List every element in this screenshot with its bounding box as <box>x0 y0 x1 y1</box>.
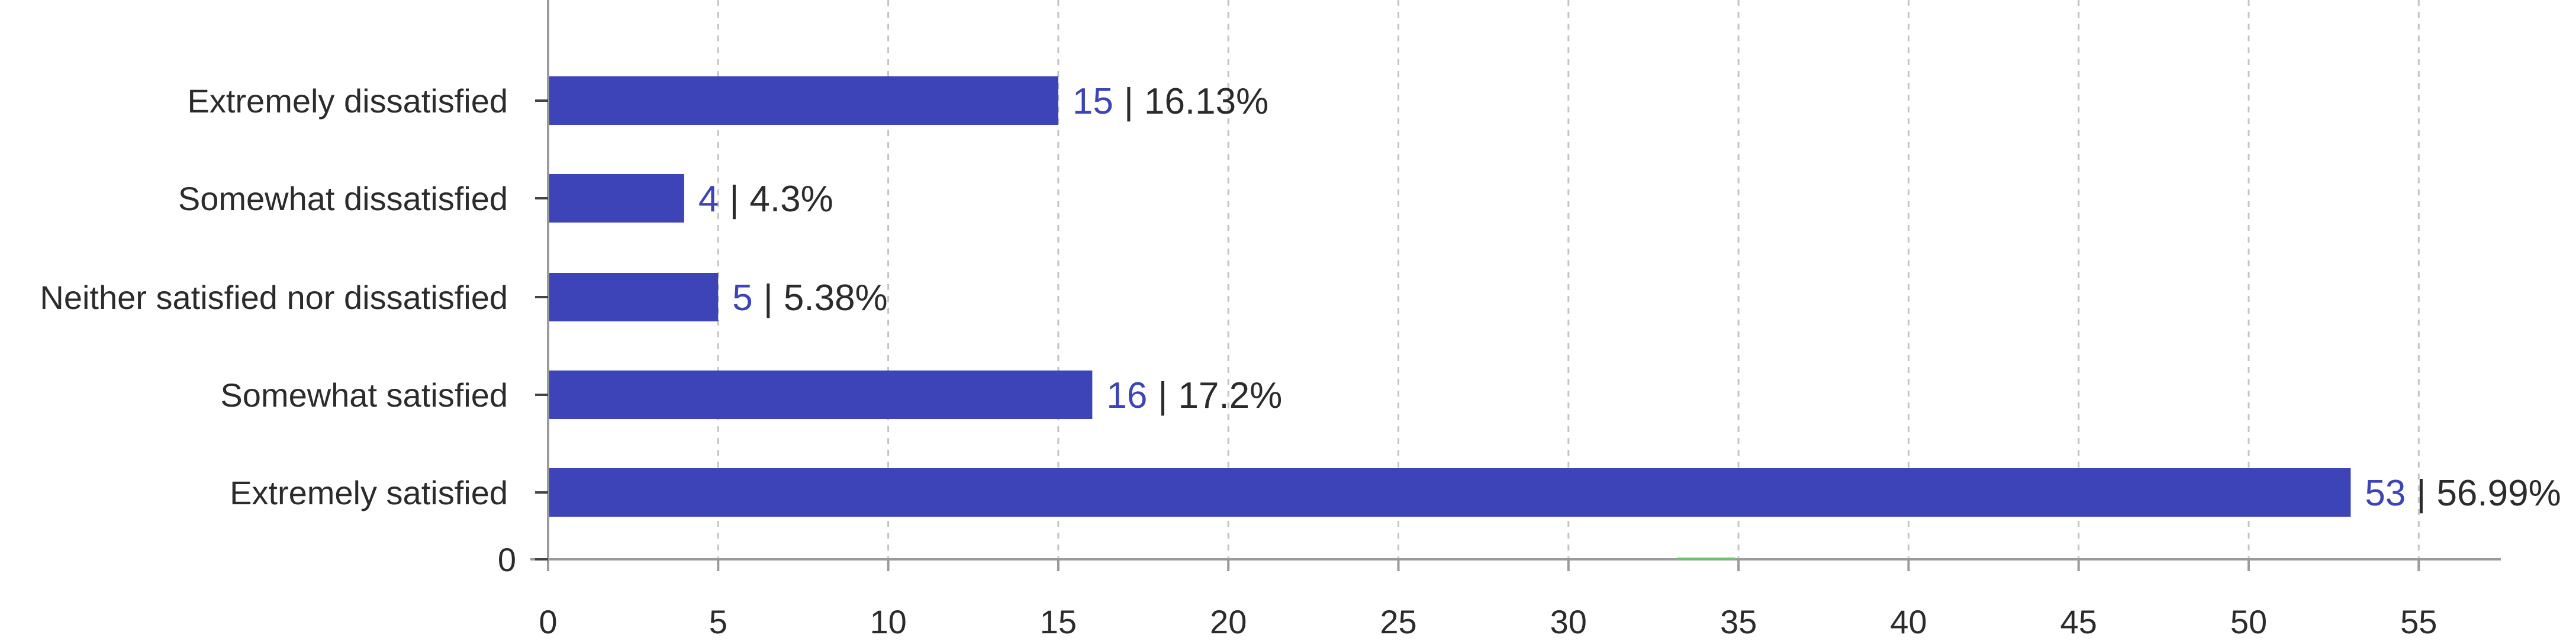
count-label-1: 15 <box>1073 81 1113 122</box>
separator-3: | <box>764 278 773 318</box>
x-tick-label-10: 10 <box>870 603 906 640</box>
percent-label-2: 4.3% <box>749 179 833 220</box>
axes-layer <box>530 0 2501 571</box>
bar-5 <box>548 468 2351 517</box>
grid-layer <box>717 0 2420 559</box>
separator-1: | <box>1124 81 1134 122</box>
data-label-4: 16 | 17.2% <box>1106 375 1282 416</box>
percent-label-3: 5.38% <box>784 278 888 318</box>
count-label-2: 4 <box>698 179 719 220</box>
separator-4: | <box>1158 375 1167 416</box>
x-tick-label-0: 0 <box>539 603 557 640</box>
data-label-1: 15 | 16.13% <box>1073 81 1268 122</box>
data-label-5: 53 | 56.99% <box>2365 473 2561 514</box>
x-tick-label-30: 30 <box>1550 603 1587 640</box>
data-label-3: 5 | 5.38% <box>732 278 887 318</box>
bar-1 <box>548 76 1058 125</box>
percent-label-1: 16.13% <box>1144 81 1268 122</box>
y-tick-label-zero: 0 <box>498 541 516 578</box>
data-label-2: 4 | 4.3% <box>698 179 833 220</box>
bar-4 <box>548 371 1093 419</box>
category-label-4: Somewhat satisfied <box>220 376 508 414</box>
category-label-2: Somewhat dissatisfied <box>178 180 508 217</box>
separator-5: | <box>2416 473 2426 514</box>
category-label-5: Extremely satisfied <box>230 474 508 511</box>
bar-3 <box>548 273 719 321</box>
x-tick-label-15: 15 <box>1040 603 1077 640</box>
x-tick-label-20: 20 <box>1210 603 1247 640</box>
separator-2: | <box>729 179 739 220</box>
x-tick-label-55: 55 <box>2400 603 2437 640</box>
bar-2 <box>548 174 684 223</box>
count-label-3: 5 <box>732 278 752 318</box>
bars-layer <box>548 76 2351 517</box>
percent-label-4: 17.2% <box>1178 375 1282 416</box>
x-tick-label-40: 40 <box>1890 603 1927 640</box>
x-tick-label-5: 5 <box>709 603 727 640</box>
x-tick-label-50: 50 <box>2230 603 2267 640</box>
category-label-1: Extremely dissatisfied <box>187 82 508 120</box>
x-tick-label-25: 25 <box>1380 603 1416 640</box>
count-label-5: 53 <box>2365 473 2406 514</box>
x-tick-label-45: 45 <box>2060 603 2097 640</box>
x-tick-label-35: 35 <box>1720 603 1757 640</box>
category-label-3: Neither satisfied nor dissatisfied <box>40 279 508 316</box>
percent-label-5: 56.99% <box>2436 473 2561 514</box>
count-label-4: 16 <box>1106 375 1147 416</box>
